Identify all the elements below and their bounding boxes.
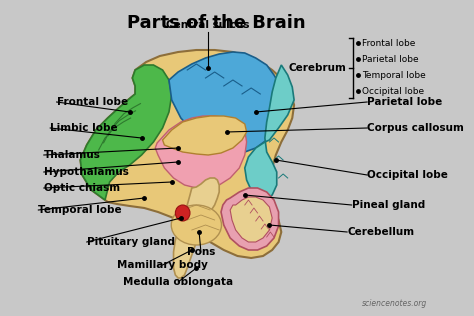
Text: Temporal lobe: Temporal lobe <box>362 70 426 80</box>
Polygon shape <box>173 178 219 278</box>
Polygon shape <box>245 65 294 200</box>
Polygon shape <box>221 188 279 250</box>
Text: Cerebrum: Cerebrum <box>288 63 346 73</box>
Text: sciencenotes.org: sciencenotes.org <box>362 299 428 308</box>
Ellipse shape <box>171 205 221 245</box>
Polygon shape <box>81 50 294 258</box>
Polygon shape <box>155 116 246 188</box>
Text: Occipital lobe: Occipital lobe <box>362 87 424 95</box>
Text: Frontal lobe: Frontal lobe <box>362 39 415 47</box>
Text: Temporal lobe: Temporal lobe <box>38 205 122 215</box>
Text: Hypothalamus: Hypothalamus <box>44 167 129 177</box>
Text: Cerebellum: Cerebellum <box>347 227 414 237</box>
Text: Mamillary body: Mamillary body <box>117 260 208 270</box>
Text: Parietal lobe: Parietal lobe <box>367 97 442 107</box>
Text: Thalamus: Thalamus <box>44 150 100 160</box>
Text: Occipital lobe: Occipital lobe <box>367 170 448 180</box>
Text: Pons: Pons <box>187 247 215 257</box>
Text: Optic chiasm: Optic chiasm <box>44 183 120 193</box>
Text: Frontal lobe: Frontal lobe <box>56 97 128 107</box>
Text: Medulla oblongata: Medulla oblongata <box>123 277 233 287</box>
Polygon shape <box>230 197 272 242</box>
Text: Pituitary gland: Pituitary gland <box>87 237 175 247</box>
Text: Corpus callosum: Corpus callosum <box>367 123 464 133</box>
Text: Pineal gland: Pineal gland <box>352 200 425 210</box>
Text: Limbic lobe: Limbic lobe <box>50 123 118 133</box>
Text: Parts of the Brain: Parts of the Brain <box>127 14 306 32</box>
Text: Parietal lobe: Parietal lobe <box>362 54 419 64</box>
Polygon shape <box>163 116 246 155</box>
Polygon shape <box>169 52 285 152</box>
Circle shape <box>175 205 190 221</box>
Polygon shape <box>81 65 172 200</box>
Text: Central sulcus: Central sulcus <box>166 20 250 30</box>
